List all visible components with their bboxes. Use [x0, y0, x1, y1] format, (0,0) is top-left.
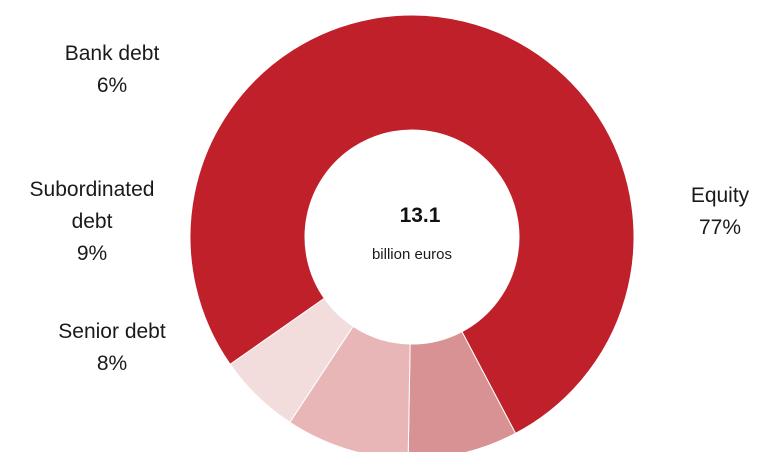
label-equity: Equity 77%	[691, 184, 750, 239]
label-line: Subordinated	[30, 178, 155, 201]
label-line: 8%	[97, 352, 127, 375]
slice-labels: Equity 77% Senior debt 8% Subordinated debt 9%…	[30, 42, 750, 375]
center-total-unit: billion euros	[372, 246, 452, 263]
label-subordinated-debt: Subordinated debt 9%	[30, 178, 155, 265]
slice-senior-debt	[407, 330, 517, 452]
label-line: 6%	[97, 74, 127, 97]
label-line: 77%	[699, 216, 741, 239]
label-line: Senior debt	[58, 320, 166, 343]
label-line: 9%	[77, 242, 107, 265]
label-line: Bank debt	[65, 42, 160, 65]
label-line: debt	[72, 210, 113, 233]
donut-slices	[189, 14, 635, 452]
label-line: Equity	[691, 184, 750, 207]
center-total-value: 13.1	[400, 204, 441, 227]
label-bank-debt: Bank debt 6%	[65, 42, 160, 97]
slice-bank-debt	[229, 297, 354, 424]
label-senior-debt: Senior debt 8%	[58, 320, 166, 375]
slice-equity	[189, 14, 635, 435]
